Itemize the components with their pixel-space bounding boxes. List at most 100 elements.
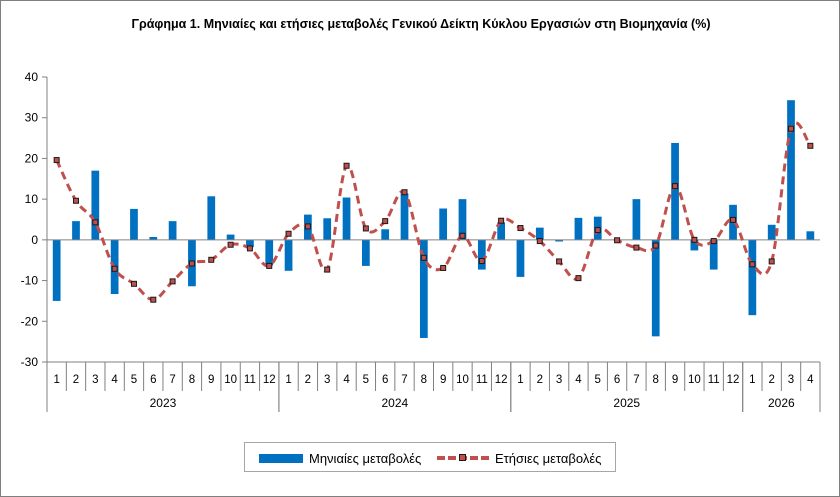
month-label: 12 — [263, 374, 276, 386]
legend-swatch-bar — [259, 453, 303, 463]
month-label: 10 — [224, 374, 237, 386]
month-label: 4 — [343, 374, 350, 386]
line-marker — [382, 218, 389, 225]
year-label: 2023 — [150, 396, 177, 410]
month-label: 8 — [189, 374, 195, 386]
chart-title: Γράφημα 1. Μηνιαίες και ετήσιες μεταβολέ… — [131, 17, 711, 31]
month-label: 4 — [575, 374, 582, 386]
year-label: 2026 — [768, 396, 795, 410]
line-marker — [536, 238, 543, 245]
month-label: 7 — [401, 374, 407, 386]
month-label: 6 — [614, 374, 620, 386]
legend-item-annual: Ετήσιες μεταβολές — [437, 443, 601, 473]
month-label: 1 — [285, 374, 291, 386]
month-label: 12 — [495, 374, 508, 386]
y-tick-label: 40 — [25, 70, 39, 84]
y-tick-label: 30 — [25, 111, 39, 125]
bar-monthly — [516, 239, 525, 277]
line-marker — [614, 237, 621, 244]
bar-monthly — [497, 222, 506, 240]
bar-monthly — [265, 239, 274, 266]
line-marker — [169, 278, 176, 285]
month-label: 5 — [595, 374, 601, 386]
month-label: 11 — [708, 374, 720, 386]
month-label: 1 — [749, 374, 755, 386]
month-label: 10 — [456, 374, 469, 386]
bars-monthly — [47, 100, 820, 338]
month-label: 7 — [169, 374, 175, 386]
line-marker — [691, 236, 698, 243]
month-label: 1 — [53, 374, 59, 386]
line-marker — [130, 280, 137, 287]
line-marker — [517, 225, 524, 232]
bar-monthly — [284, 239, 293, 271]
line-marker — [188, 260, 195, 267]
line-marker — [594, 227, 601, 234]
line-marker — [440, 264, 447, 271]
line-marker — [730, 216, 737, 223]
bar-monthly — [690, 239, 699, 251]
bar-monthly — [748, 239, 757, 316]
y-tick-label: -30 — [21, 355, 39, 369]
month-label: 3 — [556, 374, 562, 386]
bar-monthly — [477, 239, 486, 270]
month-label: 9 — [440, 374, 446, 386]
year-label: 2025 — [613, 396, 640, 410]
line-marker — [478, 258, 485, 265]
month-label: 6 — [150, 374, 156, 386]
y-tick-label: -10 — [21, 274, 39, 288]
month-label: 5 — [131, 374, 137, 386]
bar-monthly — [342, 197, 351, 240]
bar-monthly — [91, 170, 100, 240]
month-label: 3 — [788, 374, 794, 386]
month-label: 6 — [382, 374, 388, 386]
bar-monthly — [323, 218, 332, 240]
line-marker — [749, 261, 756, 268]
month-label: 8 — [653, 374, 659, 386]
line-marker — [324, 266, 331, 273]
line-marker — [788, 125, 795, 132]
month-label: 1 — [517, 374, 523, 386]
legend-swatch-line — [437, 451, 489, 465]
month-label: 4 — [111, 374, 118, 386]
year-label: 2024 — [381, 396, 408, 410]
line-marker — [459, 232, 466, 239]
bar-monthly — [226, 234, 235, 240]
bar-monthly — [207, 196, 216, 240]
line-marker — [672, 183, 679, 190]
bar-monthly — [535, 227, 544, 240]
month-label: 3 — [324, 374, 330, 386]
line-marker — [498, 217, 505, 224]
month-label: 8 — [421, 374, 427, 386]
bar-monthly — [52, 239, 61, 301]
line-marker — [53, 157, 60, 164]
bar-monthly — [381, 229, 390, 240]
line-marker — [362, 225, 369, 232]
bar-monthly — [149, 237, 158, 240]
legend: Μηνιαίες μεταβολές Ετήσιες μεταβολές — [244, 442, 616, 472]
y-tick-label: 10 — [25, 192, 39, 206]
line-marker — [72, 197, 79, 204]
line-marker — [768, 258, 775, 265]
month-label: 5 — [363, 374, 369, 386]
month-label: 2 — [305, 374, 311, 386]
legend-item-monthly: Μηνιαίες μεταβολές — [259, 443, 421, 473]
bar-monthly — [439, 208, 448, 240]
bar-monthly — [168, 221, 177, 240]
line-annual — [53, 121, 814, 303]
bar-monthly — [400, 193, 409, 240]
bar-monthly — [555, 239, 563, 242]
line-marker — [111, 265, 118, 272]
line-marker — [556, 258, 563, 265]
month-label: 10 — [688, 374, 701, 386]
line-marker — [150, 296, 157, 303]
legend-label-monthly: Μηνιαίες μεταβολές — [309, 450, 422, 466]
month-label: 2 — [768, 374, 774, 386]
line-marker — [575, 275, 582, 282]
month-label: 9 — [208, 374, 214, 386]
line-marker — [208, 256, 215, 263]
bar-monthly — [574, 217, 583, 240]
line-marker — [652, 242, 659, 249]
line-marker — [633, 244, 640, 251]
